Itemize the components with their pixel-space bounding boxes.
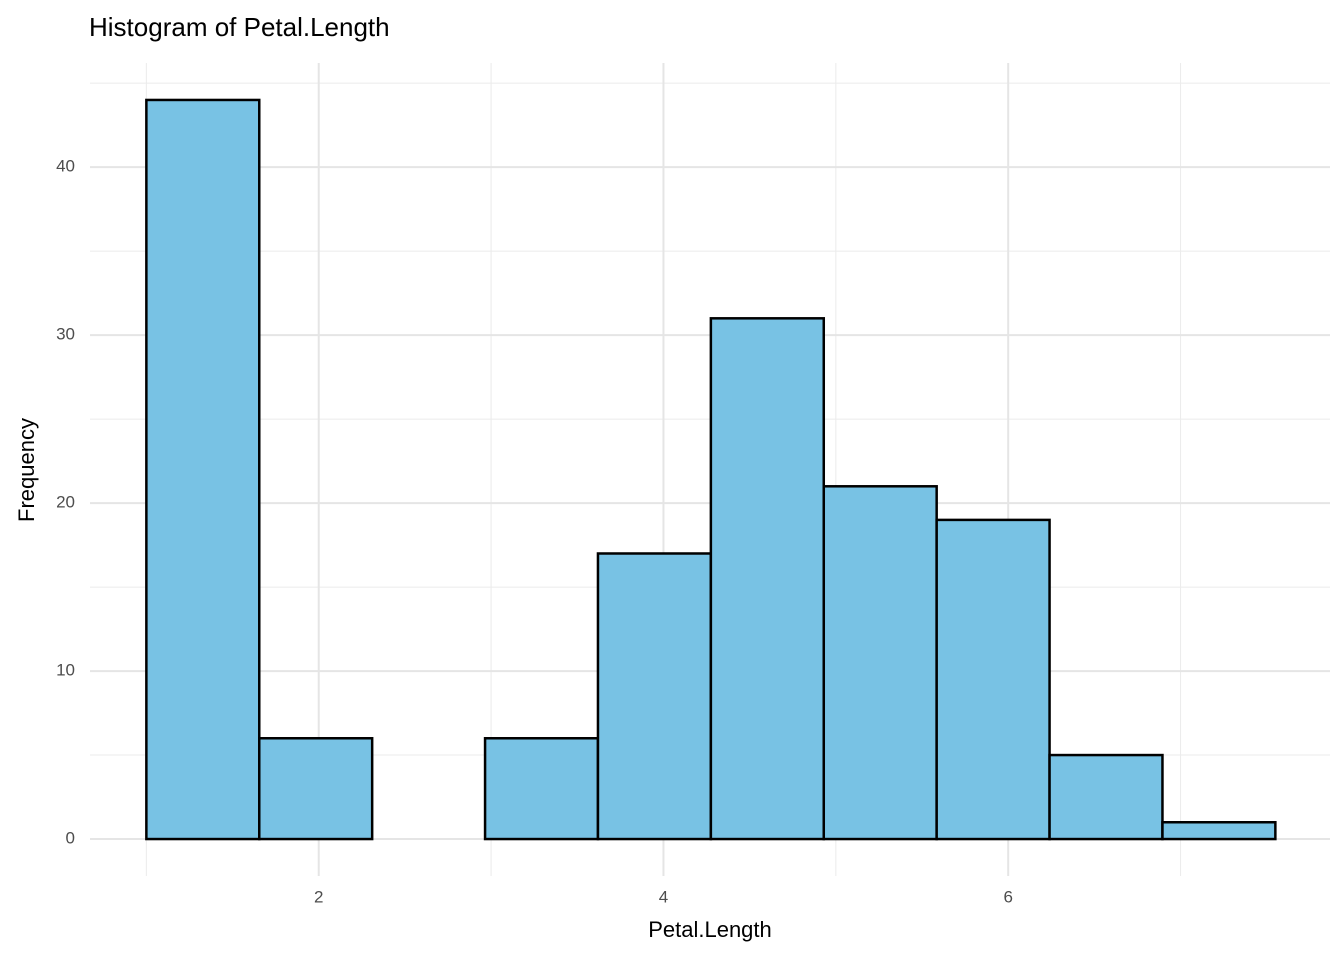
labels: 0 10 20 30 40 2 4 6: [56, 157, 1013, 907]
bar: [935, 518, 1051, 841]
y-tick-label: 0: [66, 829, 75, 848]
y-axis-title: Frequency: [14, 418, 39, 522]
y-tick-label: 10: [56, 661, 75, 680]
bar: [1048, 753, 1164, 841]
bar: [1161, 820, 1277, 841]
bar: [596, 552, 713, 841]
bars: [145, 98, 1277, 841]
chart-title: Histogram of Petal.Length: [89, 12, 390, 42]
x-tick-label: 2: [314, 887, 323, 906]
y-tick-label: 40: [56, 157, 75, 176]
y-tick-label: 20: [56, 493, 75, 512]
bar: [483, 737, 600, 841]
bar: [822, 485, 938, 841]
y-tick-label: 30: [56, 325, 75, 344]
x-axis-title: Petal.Length: [648, 917, 772, 942]
bar: [145, 98, 261, 841]
x-tick-label: 4: [659, 887, 668, 906]
bar: [709, 317, 826, 841]
x-tick-label: 6: [1003, 887, 1012, 906]
bar: [258, 737, 374, 841]
